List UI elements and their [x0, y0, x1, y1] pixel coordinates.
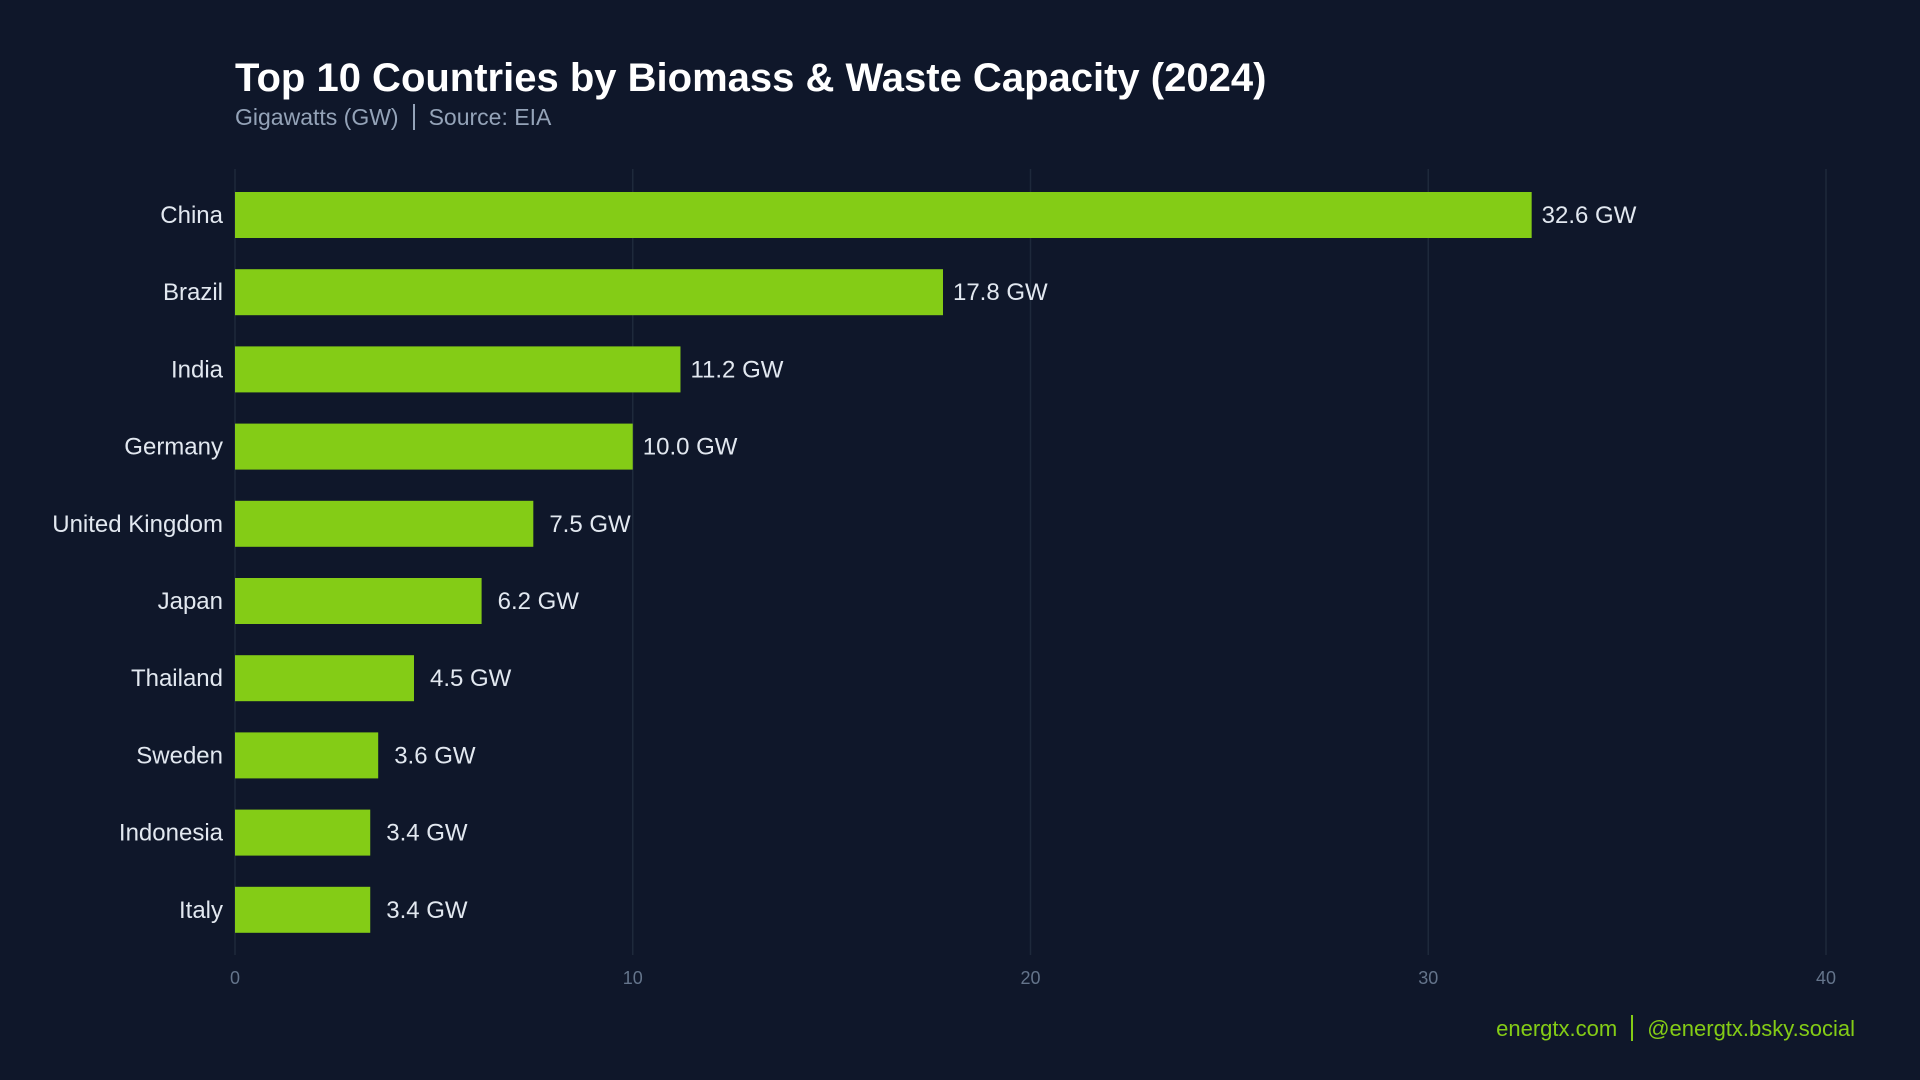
bar-germany — [235, 423, 633, 470]
data-label: 32.6 GW — [1542, 202, 1637, 229]
footer-website: energtx.com — [1496, 1016, 1618, 1041]
bar-china — [235, 192, 1532, 238]
x-tick-label: 20 — [1020, 968, 1040, 988]
data-label: 7.5 GW — [549, 511, 631, 538]
bar-japan — [235, 578, 482, 624]
data-label: 11.2 GW — [690, 356, 783, 383]
x-tick-label: 10 — [623, 968, 643, 988]
x-tick-label: 40 — [1816, 968, 1836, 988]
category-label: Brazil — [163, 279, 223, 306]
x-tick-label: 30 — [1418, 968, 1438, 988]
category-label: China — [160, 202, 223, 229]
chart-subtitle: Gigawatts (GW) Source: EIA — [235, 104, 551, 131]
bar-india — [235, 346, 681, 393]
data-label: 10.0 GW — [643, 434, 738, 461]
footer-divider — [1631, 1015, 1634, 1041]
subtitle-divider — [412, 104, 415, 130]
x-tick-label: 0 — [230, 968, 240, 988]
data-label: 17.8 GW — [953, 279, 1048, 306]
category-label: Japan — [158, 588, 223, 615]
data-label: 6.2 GW — [498, 588, 580, 615]
category-label: United Kingdom — [52, 511, 223, 538]
subtitle-source: Source: EIA — [428, 104, 552, 130]
bar-thailand — [235, 655, 414, 702]
chart-title: Top 10 Countries by Biomass & Waste Capa… — [235, 56, 1267, 100]
bar-brazil — [235, 269, 943, 316]
bar-sweden — [235, 732, 379, 779]
category-label: Indonesia — [119, 820, 224, 847]
bar-italy — [235, 886, 371, 933]
category-label: Thailand — [131, 665, 223, 692]
data-label: 3.6 GW — [394, 742, 476, 769]
category-label: Germany — [124, 434, 223, 461]
footer-social: @energtx.bsky.social — [1647, 1016, 1855, 1041]
category-label: Sweden — [136, 742, 223, 769]
data-label: 4.5 GW — [430, 665, 512, 692]
bar-indonesia — [235, 809, 371, 856]
footer-credits: energtx.com @energtx.bsky.social — [1496, 1015, 1855, 1042]
category-label: Italy — [179, 897, 223, 924]
data-label: 3.4 GW — [386, 897, 468, 924]
subtitle-unit: Gigawatts (GW) — [235, 104, 399, 130]
category-label: India — [171, 356, 224, 383]
data-label: 3.4 GW — [386, 820, 468, 847]
bar-united-kingdom — [235, 500, 534, 547]
